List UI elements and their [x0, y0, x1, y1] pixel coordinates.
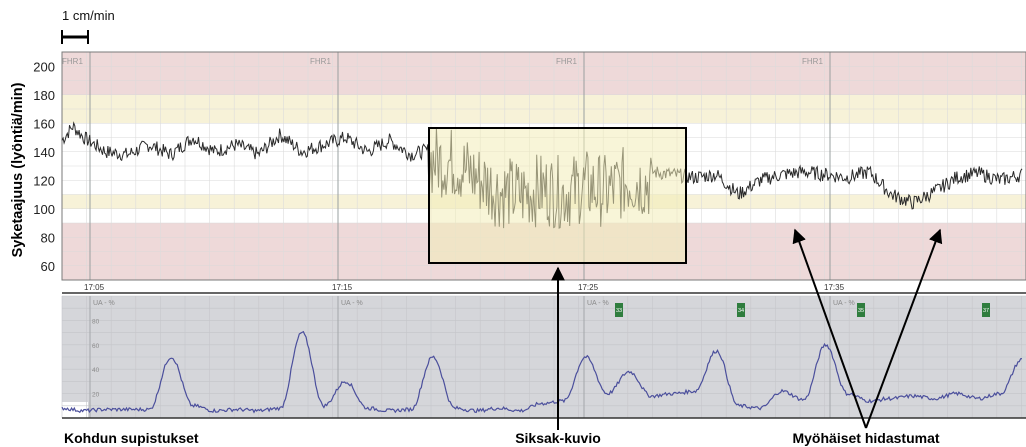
zigzag-label: Siksak-kuvio	[515, 430, 601, 446]
contraction-marker-label-34: 34	[738, 308, 744, 314]
contraction-marker-34	[737, 303, 745, 317]
annotation-arrows	[551, 228, 943, 430]
toco-panel: UA - % UA - % UA - % UA - % 20 40 60 80 33 34 35 37	[61, 295, 1026, 419]
time-label-3: 17:35	[824, 283, 845, 292]
fhr-y-tick-180: 180	[33, 88, 55, 103]
toco-y-tick-40: 40	[92, 367, 100, 374]
fhr-channel-label-1: FHR1	[310, 57, 331, 66]
time-label-0: 17:05	[84, 283, 105, 292]
toco-unit-label-0: UA - %	[93, 300, 115, 307]
fhr-y-tick-160: 160	[33, 116, 55, 131]
fhr-y-axis-label: Syketaajuus (lyöntiä/min)	[10, 82, 26, 257]
late-decel-arrow-1	[792, 228, 867, 429]
fhr-y-tick-100: 100	[33, 202, 55, 217]
fhr-channel-label-0: FHR1	[62, 57, 83, 66]
fhr-channel-label-3: FHR1	[802, 57, 823, 66]
fhr-y-tick-140: 140	[33, 145, 55, 160]
contraction-marker-label-35: 35	[858, 308, 864, 314]
contraction-marker-label-37: 37	[983, 308, 989, 314]
contraction-marker-35	[857, 303, 865, 317]
fhr-band-red-0	[62, 52, 1026, 95]
toco-unit-label-3: UA - %	[833, 300, 855, 307]
toco-y-tick-60: 60	[92, 343, 100, 350]
scale-bar-label: 1 cm/min	[62, 8, 115, 23]
toco-unit-label-2: UA - %	[587, 300, 609, 307]
fhr-frame	[61, 51, 1026, 281]
contraction-marker-label-33: 33	[616, 308, 622, 314]
time-strip-bg	[62, 281, 1026, 293]
late-decel-label: Myöhäiset hidastumat	[792, 430, 939, 446]
time-strip: 17:05 17:15 17:25 17:35	[62, 281, 1026, 294]
toco-y-tick-80: 80	[92, 318, 100, 325]
fhr-y-tick-120: 120	[33, 173, 55, 188]
fhr-y-tick-60: 60	[41, 259, 55, 274]
fhr-y-tick-200: 200	[33, 59, 55, 74]
toco-unit-label-1: UA - %	[341, 300, 363, 307]
toco-y-tick-20: 20	[92, 392, 100, 399]
fhr-channel-label-2: FHR1	[556, 57, 577, 66]
late-decel-arrow-2	[865, 228, 943, 429]
contraction-marker-37	[982, 303, 990, 317]
fhr-y-tick-80: 80	[41, 230, 55, 245]
time-label-1: 17:15	[332, 283, 353, 292]
time-label-2: 17:25	[578, 283, 599, 292]
toco-trace-line	[61, 330, 1023, 414]
zigzag-highlight-box	[428, 127, 687, 264]
contractions-label: Kohdun supistukset	[64, 430, 199, 446]
contraction-marker-33	[615, 303, 623, 317]
scale-bar: 1 cm/min	[61, 8, 115, 44]
